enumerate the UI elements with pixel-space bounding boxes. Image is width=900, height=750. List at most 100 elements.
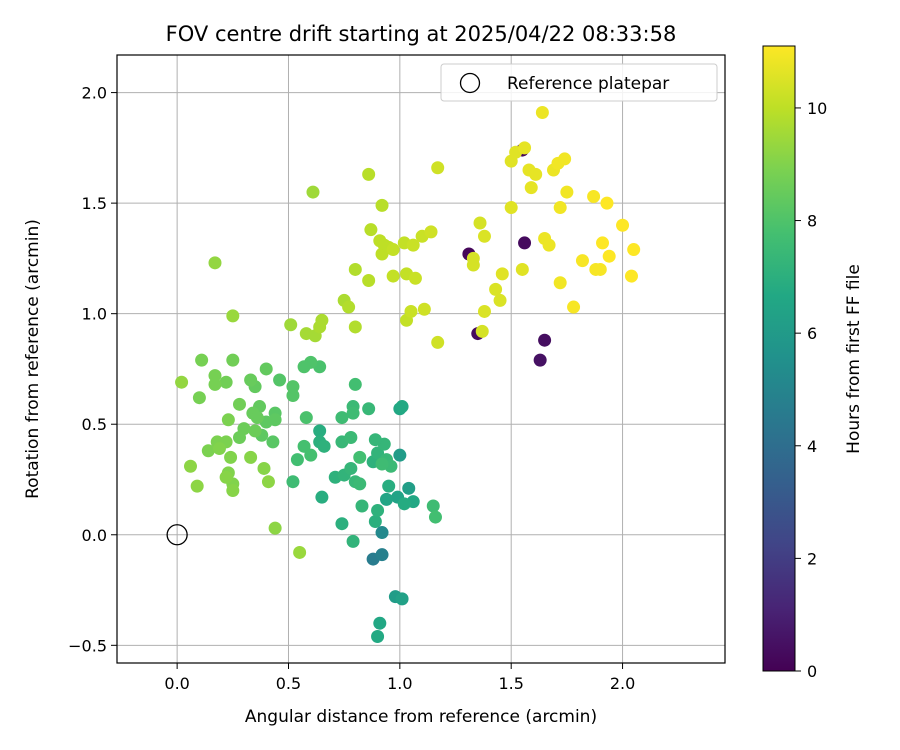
data-point [558,152,572,166]
data-point [404,304,418,318]
data-point [466,251,480,265]
data-point [232,397,246,411]
data-point [393,448,407,462]
data-point [221,413,235,427]
plot-area [117,55,725,663]
data-point [373,616,387,630]
data-point [232,430,246,444]
data-point [587,189,601,203]
data-point [518,236,532,250]
data-point [208,256,222,270]
data-point [596,236,610,250]
chart-title: FOV centre drift starting at 2025/04/22 … [166,22,677,46]
data-point [489,282,503,296]
data-point [183,459,197,473]
data-point [477,229,491,243]
data-point [226,484,240,498]
x-tick-label: 2.0 [610,674,635,693]
colorbar-tick-label: 10 [807,99,827,118]
x-tick-label: 0.0 [164,674,189,693]
data-point [192,391,206,405]
data-point [268,521,282,535]
colorbar-tick-label: 6 [807,324,817,343]
data-point [348,262,362,276]
data-point [386,243,400,257]
x-tick-label: 0.5 [276,674,301,693]
data-point [616,218,630,232]
data-point [560,185,574,199]
data-point [224,450,238,464]
data-point [371,503,385,517]
data-point [431,335,445,349]
data-point [368,433,382,447]
data-point [529,167,543,181]
data-point [317,439,331,453]
data-point [346,534,360,548]
data-point [259,362,273,376]
data-point [477,304,491,318]
data-point [201,444,215,458]
data-point [290,453,304,467]
data-point [368,515,382,529]
data-point [371,629,385,643]
data-point [408,271,422,285]
data-point [248,424,262,438]
data-point [344,461,358,475]
data-point [375,526,389,540]
data-point [375,548,389,562]
data-point [542,238,556,252]
data-point [335,411,349,425]
data-point [286,475,300,489]
data-point [602,249,616,263]
y-axis-label: Rotation from reference (arcmin) [23,219,43,499]
data-point [261,475,275,489]
data-point [353,477,367,491]
data-point [348,320,362,334]
data-point [362,167,376,181]
data-point [402,481,416,495]
data-point [335,517,349,531]
data-point [379,492,393,506]
data-point [406,238,420,252]
data-point [257,461,271,475]
data-point [428,510,442,524]
data-point [495,267,509,281]
data-point [395,592,409,606]
y-tick-label: 1.5 [82,194,107,213]
data-point [515,262,529,276]
data-point [375,457,389,471]
data-point [371,446,385,460]
data-point [297,439,311,453]
data-point [426,499,440,513]
data-point [266,435,280,449]
data-point [493,293,507,307]
colorbar [762,45,796,672]
x-axis-ticks: 0.0 0.5 1.0 1.5 2.0 [164,663,635,693]
data-point [297,360,311,374]
legend-box [440,63,718,102]
data-point [397,497,411,511]
data-point [250,411,264,425]
data-point [226,353,240,367]
data-point [362,402,376,416]
x-tick-label: 1.5 [498,674,523,693]
data-point [364,223,378,237]
data-point [190,479,204,493]
data-point [567,300,581,314]
x-axis-label: Angular distance from reference (arcmin) [245,707,597,727]
data-point [284,318,298,332]
data-point [518,141,532,155]
data-point [348,377,362,391]
data-point [299,411,313,425]
data-point [219,375,233,389]
data-point [375,198,389,212]
data-point [535,105,549,119]
y-axis-ticks: −0.5 0.0 0.5 1.0 1.5 2.0 [68,84,117,655]
data-point [244,450,258,464]
data-point [395,400,409,414]
data-point [424,225,438,239]
legend-marker-icon [459,72,481,94]
data-point [553,201,567,215]
data-point [417,302,431,316]
